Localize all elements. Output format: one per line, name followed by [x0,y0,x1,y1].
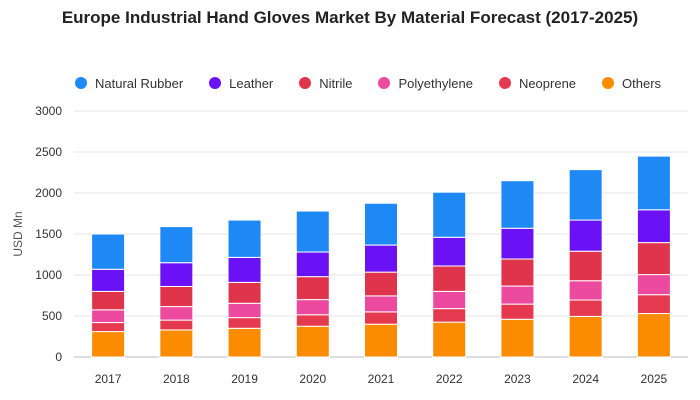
bar-segment-neoprene-2024 [568,299,603,317]
legend-swatch [75,77,87,89]
bar-segment-others-2023 [500,318,535,358]
legend-swatch [498,77,511,89]
bar-segment-natural-rubber-2025 [636,155,671,211]
y-tick-label: 500 [42,309,62,323]
bar-segment-natural-rubber-2019 [227,219,262,258]
bar-segment-nitrile-2024 [568,250,603,282]
legend-item-natural-rubber[interactable]: Natural Rubber [75,76,183,91]
bar-segment-polyethylene-2017 [91,309,126,324]
bar-segment-polyethylene-2024 [568,280,603,301]
legend-swatch [378,77,391,89]
x-tick-label: 2023 [504,372,531,386]
bar-segment-leather-2019 [227,256,262,283]
bar-segment-polyethylene-2022 [432,290,467,310]
x-tick-label: 2025 [641,372,668,386]
bar-segment-nitrile-2023 [500,258,535,287]
bar-segment-leather-2017 [91,268,126,292]
legend: Natural Rubber Leather Nitrile Polyethylene… [75,74,687,92]
x-tick-label: 2020 [299,372,326,386]
legend-item-neoprene[interactable]: Neoprene [498,75,577,91]
y-tick-label: 2000 [35,186,62,200]
x-tick-label: 2019 [231,372,258,386]
bar-segment-neoprene-2020 [295,314,330,327]
x-tick-label: 2021 [368,372,395,386]
bar-segment-others-2022 [432,321,467,358]
x-tick-label: 2024 [572,372,599,386]
bar-segment-neoprene-2023 [500,303,535,320]
legend-label: Neoprene [518,75,577,91]
legend-label: Natural Rubber [95,75,184,91]
bar-segment-natural-rubber-2022 [432,191,467,238]
legend-item-leather[interactable]: Leather [209,76,273,91]
bar-segment-nitrile-2021 [364,271,398,297]
bar-segment-polyethylene-2023 [500,285,535,305]
bar-segment-nitrile-2019 [227,281,262,304]
bar-segment-others-2025 [636,313,671,358]
bar-segment-natural-rubber-2024 [568,169,603,221]
legend-swatch [602,77,615,89]
bar-segment-polyethylene-2018 [159,306,194,321]
x-tick-label: 2022 [436,372,463,386]
bar-segment-neoprene-2021 [364,311,398,325]
bar-segment-others-2018 [159,329,194,358]
bar-segment-nitrile-2017 [91,290,126,311]
bar-segment-others-2019 [227,327,262,358]
bar-segment-leather-2021 [364,244,398,273]
legend-item-polyethylene[interactable]: Polyethylene [378,75,473,91]
bar-segment-nitrile-2025 [636,242,671,276]
y-axis-label: USD Mn [11,211,25,256]
legend-label: Nitrile [319,75,353,91]
bar-segment-neoprene-2019 [227,317,262,329]
bar-segment-natural-rubber-2018 [159,226,194,264]
legend-swatch [299,77,312,89]
bar-segment-nitrile-2020 [295,276,330,301]
bar-segment-leather-2023 [500,227,535,260]
bar-segment-natural-rubber-2020 [295,210,330,253]
y-tick-label: 0 [55,350,62,364]
bar-segment-others-2024 [568,315,603,358]
bar-segment-natural-rubber-2023 [500,180,535,229]
bar-segment-neoprene-2022 [432,308,467,323]
bar-segment-polyethylene-2020 [295,299,330,316]
bar-segment-polyethylene-2021 [364,295,398,313]
bar-segment-neoprene-2018 [159,319,194,331]
legend-label: Others [622,75,662,91]
bar-segment-leather-2022 [432,236,467,267]
y-tick-label: 2500 [35,145,62,159]
bar-segment-nitrile-2018 [159,285,194,308]
legend-label: Leather [229,75,274,91]
legend-item-nitrile[interactable]: Nitrile [299,76,352,91]
y-tick-label: 1500 [35,227,62,241]
x-tick-label: 2018 [163,372,190,386]
bar-segment-leather-2025 [636,209,671,244]
legend-swatch [209,77,222,89]
bar-segment-others-2017 [91,331,126,358]
bar-segment-natural-rubber-2021 [364,202,398,246]
legend-label: Polyethylene [398,75,473,91]
legend-item-others[interactable]: Others [602,76,661,91]
bar-segment-neoprene-2017 [91,322,126,333]
bar-segment-leather-2020 [295,251,330,278]
bar-segment-nitrile-2022 [432,265,467,292]
bar-segment-leather-2018 [159,262,194,287]
bar-segment-polyethylene-2025 [636,274,671,296]
bar-segment-natural-rubber-2017 [91,233,126,270]
y-tick-label: 1000 [35,268,62,282]
y-tick-label: 3000 [35,104,62,118]
bar-segment-leather-2024 [568,219,603,252]
x-tick-label: 2017 [95,372,122,386]
bar-segment-neoprene-2025 [636,294,671,315]
chart-title: Europe Industrial Hand Gloves Market By … [61,8,639,27]
bar-segment-others-2020 [295,325,330,358]
bar-segment-others-2021 [364,323,398,358]
bar-segment-polyethylene-2019 [227,302,262,319]
